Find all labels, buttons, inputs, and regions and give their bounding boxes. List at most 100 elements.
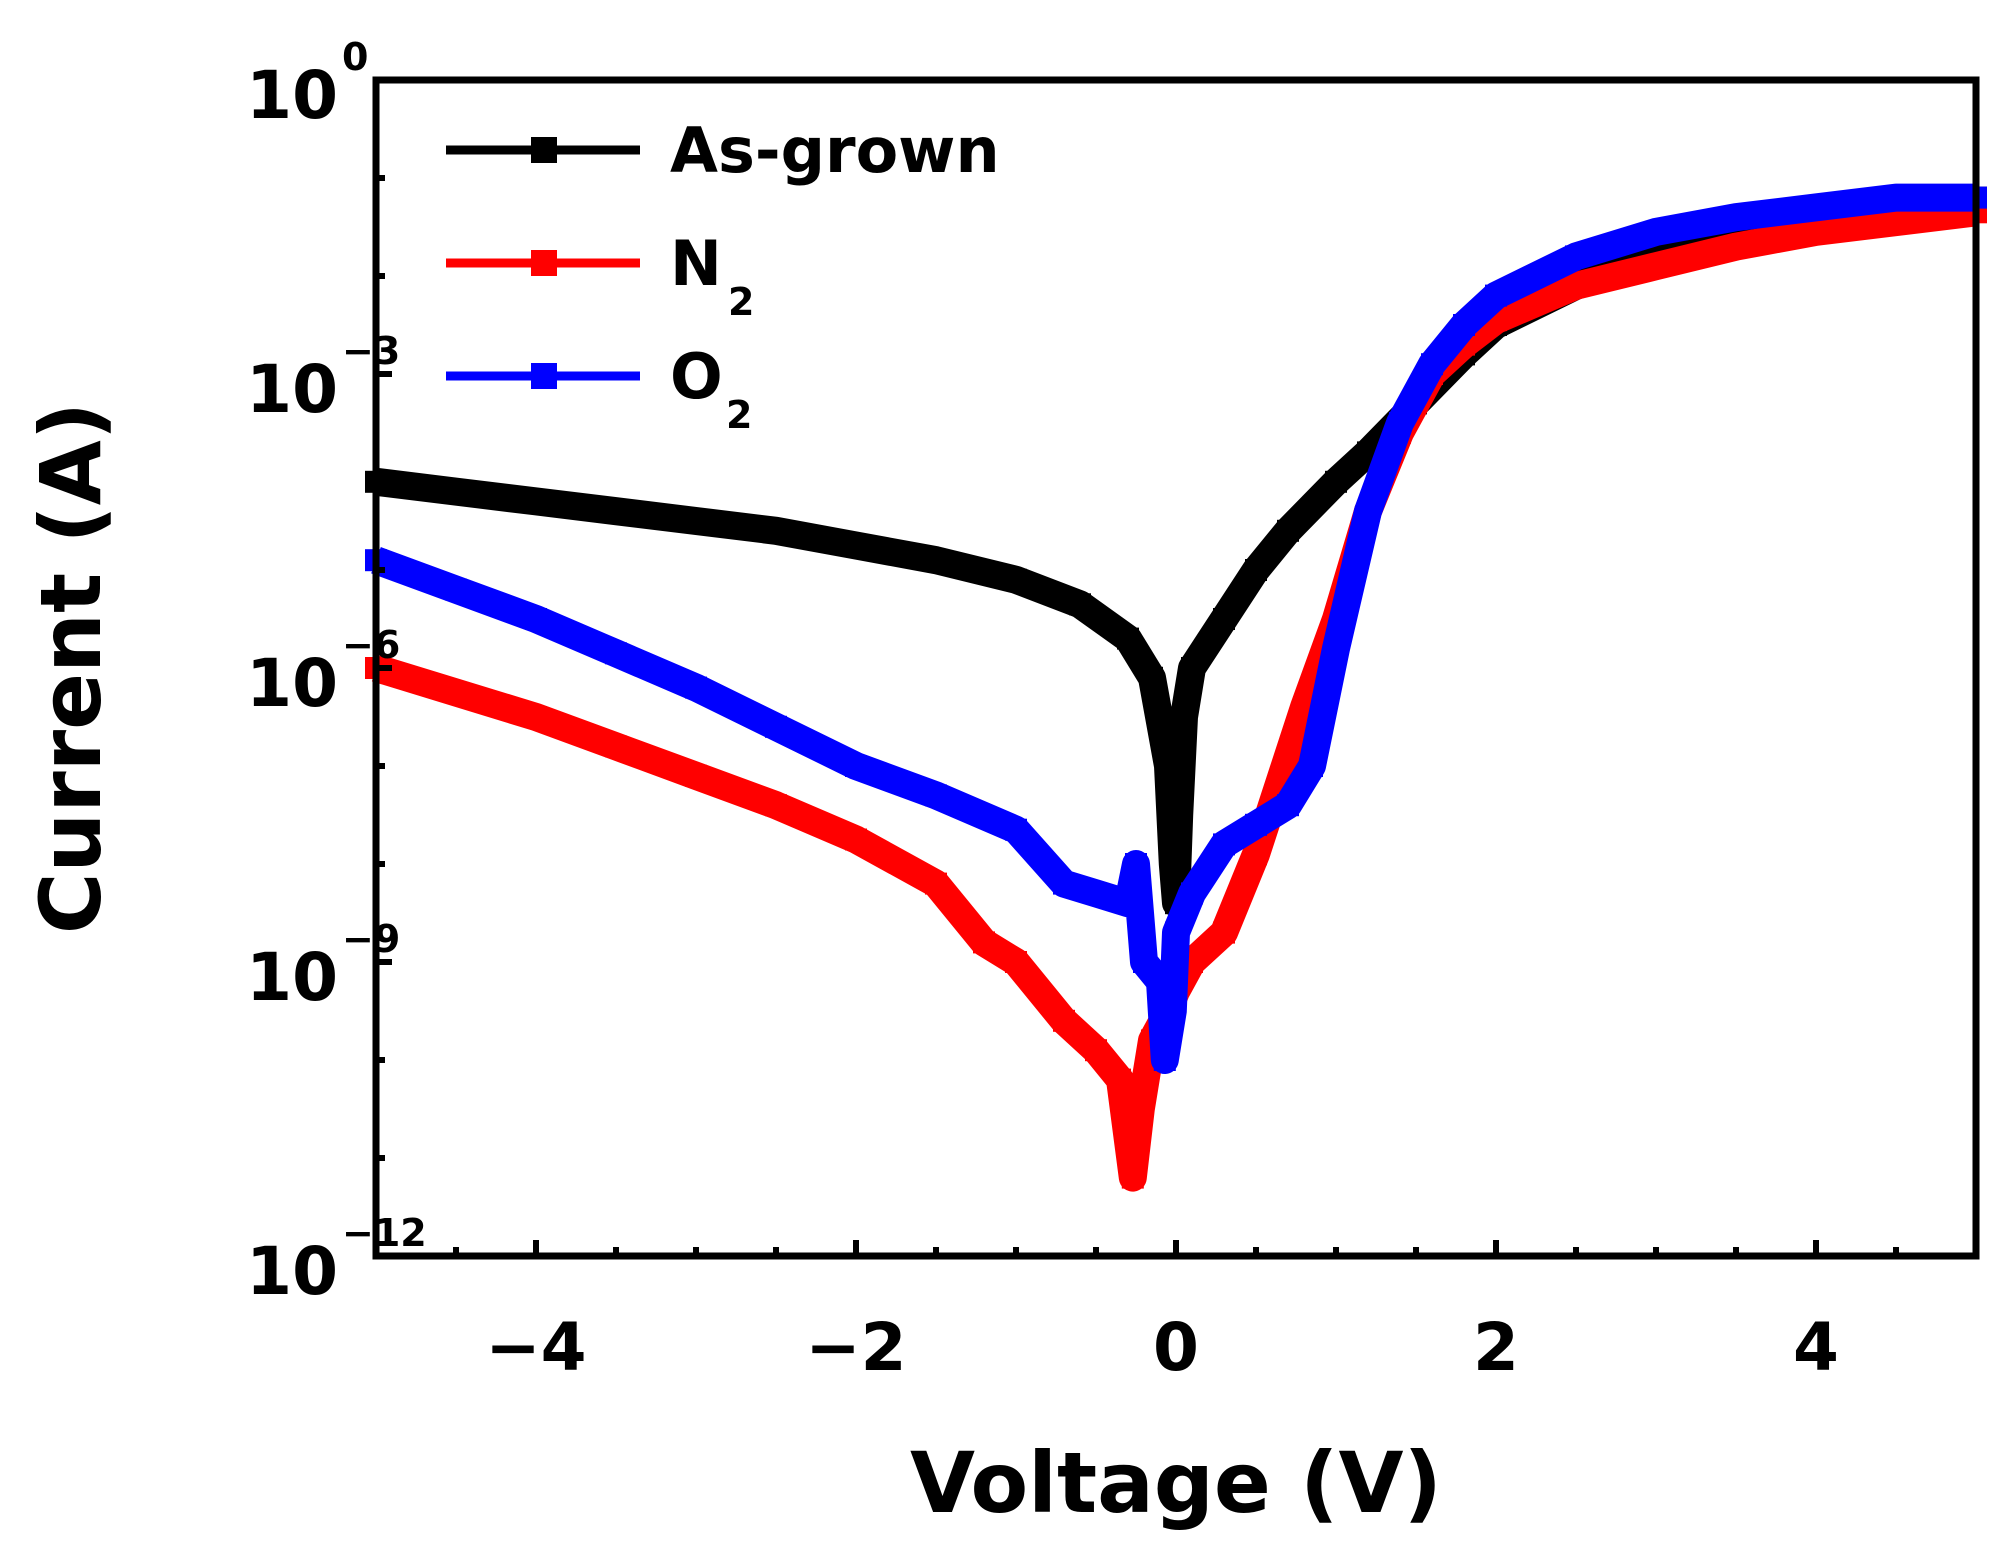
data-point (1085, 882, 1107, 905)
data-point (1161, 1000, 1184, 1022)
data-point (685, 510, 707, 532)
y-axis-title: Current (A) (22, 402, 120, 934)
data-point (685, 676, 707, 699)
series-O2 (365, 183, 1987, 1074)
data-point (525, 490, 547, 513)
data-point (1389, 412, 1411, 434)
legend-label: O (670, 340, 723, 413)
data-point (1117, 892, 1139, 915)
data-point (1805, 196, 1827, 219)
data-point (1325, 637, 1347, 660)
data-point (1725, 206, 1747, 229)
y-tick-label: 10 (246, 57, 338, 134)
data-point (1157, 755, 1179, 777)
series-layer (365, 183, 1987, 1192)
data-point (1168, 804, 1191, 826)
data-point (1141, 666, 1163, 689)
data-point (525, 706, 547, 728)
data-point (1149, 970, 1171, 993)
data-point (1357, 500, 1379, 523)
y-tick-exponent: −12 (342, 1211, 427, 1255)
legend-label: As-grown (670, 114, 1000, 187)
y-tick-label: 10 (246, 1233, 338, 1310)
legend-swatch-marker (531, 363, 557, 389)
legend-label: N (670, 227, 722, 300)
data-point (1565, 245, 1587, 268)
legend-item-N2: N2 (446, 227, 754, 324)
data-point (1885, 211, 1907, 234)
y-tick-exponent: −9 (342, 917, 400, 961)
data-point (1173, 706, 1195, 728)
y-tick-exponent: −6 (342, 623, 400, 667)
data-point (1005, 818, 1027, 841)
y-tick-label: 10 (246, 645, 338, 722)
data-point (1165, 921, 1187, 944)
data-point (445, 480, 467, 503)
data-point (525, 608, 547, 630)
data-point (1325, 470, 1347, 493)
data-point (1301, 755, 1323, 777)
data-point (605, 735, 627, 758)
data-point (1277, 794, 1299, 817)
data-point (765, 715, 787, 738)
data-point (1005, 568, 1027, 591)
data-point (925, 549, 947, 572)
data-point (1181, 657, 1203, 679)
data-point (1213, 921, 1235, 944)
data-point (1121, 1166, 1144, 1189)
data-point (1805, 220, 1827, 243)
series-line-As-grown (374, 183, 1978, 918)
series-As-grown (365, 183, 1987, 918)
data-point (605, 642, 627, 665)
y-tick-exponent: 0 (342, 35, 368, 79)
data-point (1161, 853, 1184, 875)
data-point (1153, 1049, 1176, 1071)
data-point (1181, 882, 1203, 905)
data-point (605, 500, 627, 523)
data-point (1565, 274, 1587, 297)
data-point (1069, 593, 1091, 616)
data-point (925, 872, 947, 895)
data-point (1645, 220, 1667, 243)
x-tick-label: 4 (1793, 1309, 1839, 1386)
legend-item-As-grown: As-grown (446, 114, 1000, 187)
data-point (765, 519, 787, 542)
data-point (1053, 872, 1075, 895)
legend-swatch-marker (531, 250, 557, 276)
x-tick-label: −2 (805, 1309, 906, 1386)
data-point (685, 764, 707, 787)
data-point (1725, 235, 1747, 258)
data-point (845, 828, 867, 851)
data-point (1085, 1039, 1107, 1062)
data-point (1117, 627, 1139, 650)
data-point (845, 755, 867, 777)
data-point (1245, 813, 1267, 836)
y-tick-label: 10 (246, 939, 338, 1016)
data-point (1125, 853, 1147, 875)
y-tick-exponent: −3 (342, 329, 400, 373)
data-point (1213, 608, 1235, 630)
data-point (1053, 1009, 1075, 1032)
data-point (1277, 519, 1299, 542)
data-point (845, 534, 867, 557)
data-point (973, 931, 995, 954)
data-point (445, 681, 467, 704)
data-point (925, 784, 947, 807)
legend-label-subscript: 2 (726, 393, 752, 437)
x-tick-label: 0 (1153, 1309, 1199, 1386)
data-point (1885, 186, 1907, 209)
x-tick-label: 2 (1473, 1309, 1519, 1386)
data-point (765, 794, 787, 817)
data-point (1129, 1098, 1152, 1120)
data-point (1245, 559, 1267, 581)
legend-item-O2: O2 (446, 340, 752, 437)
tick-layer (373, 77, 1979, 1259)
data-point (1005, 951, 1027, 973)
data-point (1485, 284, 1507, 307)
data-point (445, 578, 467, 601)
data-point (1645, 255, 1667, 278)
legend-swatch-marker (531, 137, 557, 163)
